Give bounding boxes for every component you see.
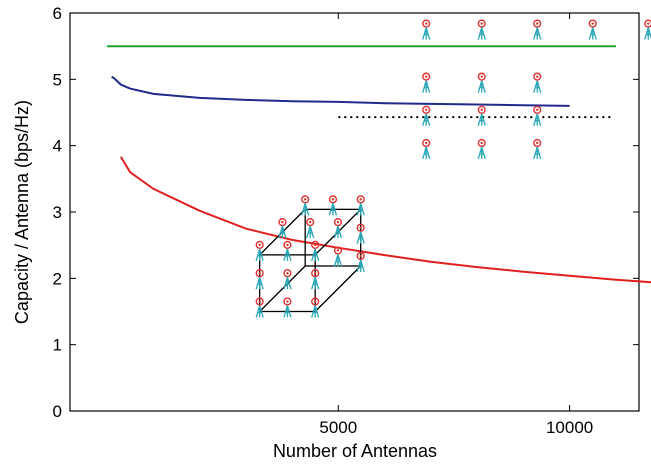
antenna-icon [588, 19, 597, 40]
y-tick-label: 2 [53, 269, 62, 288]
antenna-icon [311, 297, 320, 318]
y-tick-label: 6 [53, 4, 62, 23]
antenna-icon [301, 195, 310, 216]
antenna-icon [422, 19, 431, 40]
antenna-icon [283, 297, 292, 318]
antenna-icon [533, 105, 542, 126]
series-line-4 [120, 156, 651, 284]
antenna-icon [644, 19, 651, 40]
plot-frame [69, 12, 640, 412]
antenna-icon [356, 195, 365, 216]
antenna-icon [255, 297, 264, 318]
antenna-icon [255, 240, 264, 262]
series-layer [107, 45, 651, 284]
antenna-icon [477, 72, 486, 93]
series-line-2 [111, 75, 570, 107]
x-tick-label: 5000 [319, 418, 357, 437]
antenna-icon [477, 138, 486, 160]
antenna-icon [422, 72, 431, 93]
antenna-icon [533, 72, 542, 93]
antenna-icon [311, 240, 320, 262]
antenna-icon [311, 269, 320, 290]
antenna-icon [278, 218, 287, 239]
antenna-icon [328, 195, 338, 216]
y-axis-label: Capacity / Antenna (bps/Hz) [12, 100, 32, 324]
antenna-icon [283, 269, 292, 290]
y-tick-label: 5 [53, 70, 62, 89]
x-tick-label: 10000 [546, 418, 593, 437]
antenna-icon [333, 218, 343, 239]
antenna-icon [356, 251, 365, 273]
antenna-icon [477, 105, 486, 126]
antenna-icon [333, 246, 343, 267]
antenna-icon [283, 240, 292, 262]
axis-ticks: 0 1 2 3 4 5 6 5000 10000 [53, 4, 639, 437]
antenna-icon [422, 138, 431, 160]
antenna-icon [477, 19, 486, 40]
antenna-icon [533, 19, 542, 40]
antenna-icon [255, 269, 264, 290]
y-tick-label: 4 [53, 137, 62, 156]
y-tick-label: 0 [53, 402, 62, 421]
antenna-icon [356, 223, 365, 244]
antenna-icon [422, 105, 431, 126]
y-tick-label: 3 [53, 203, 62, 222]
antenna-array-insets [255, 19, 651, 318]
antenna-icon [306, 218, 315, 239]
y-tick-label: 1 [53, 336, 62, 355]
antenna-icon [533, 138, 542, 160]
cube-outline [259, 208, 362, 313]
x-axis-label: Number of Antennas [273, 441, 437, 461]
